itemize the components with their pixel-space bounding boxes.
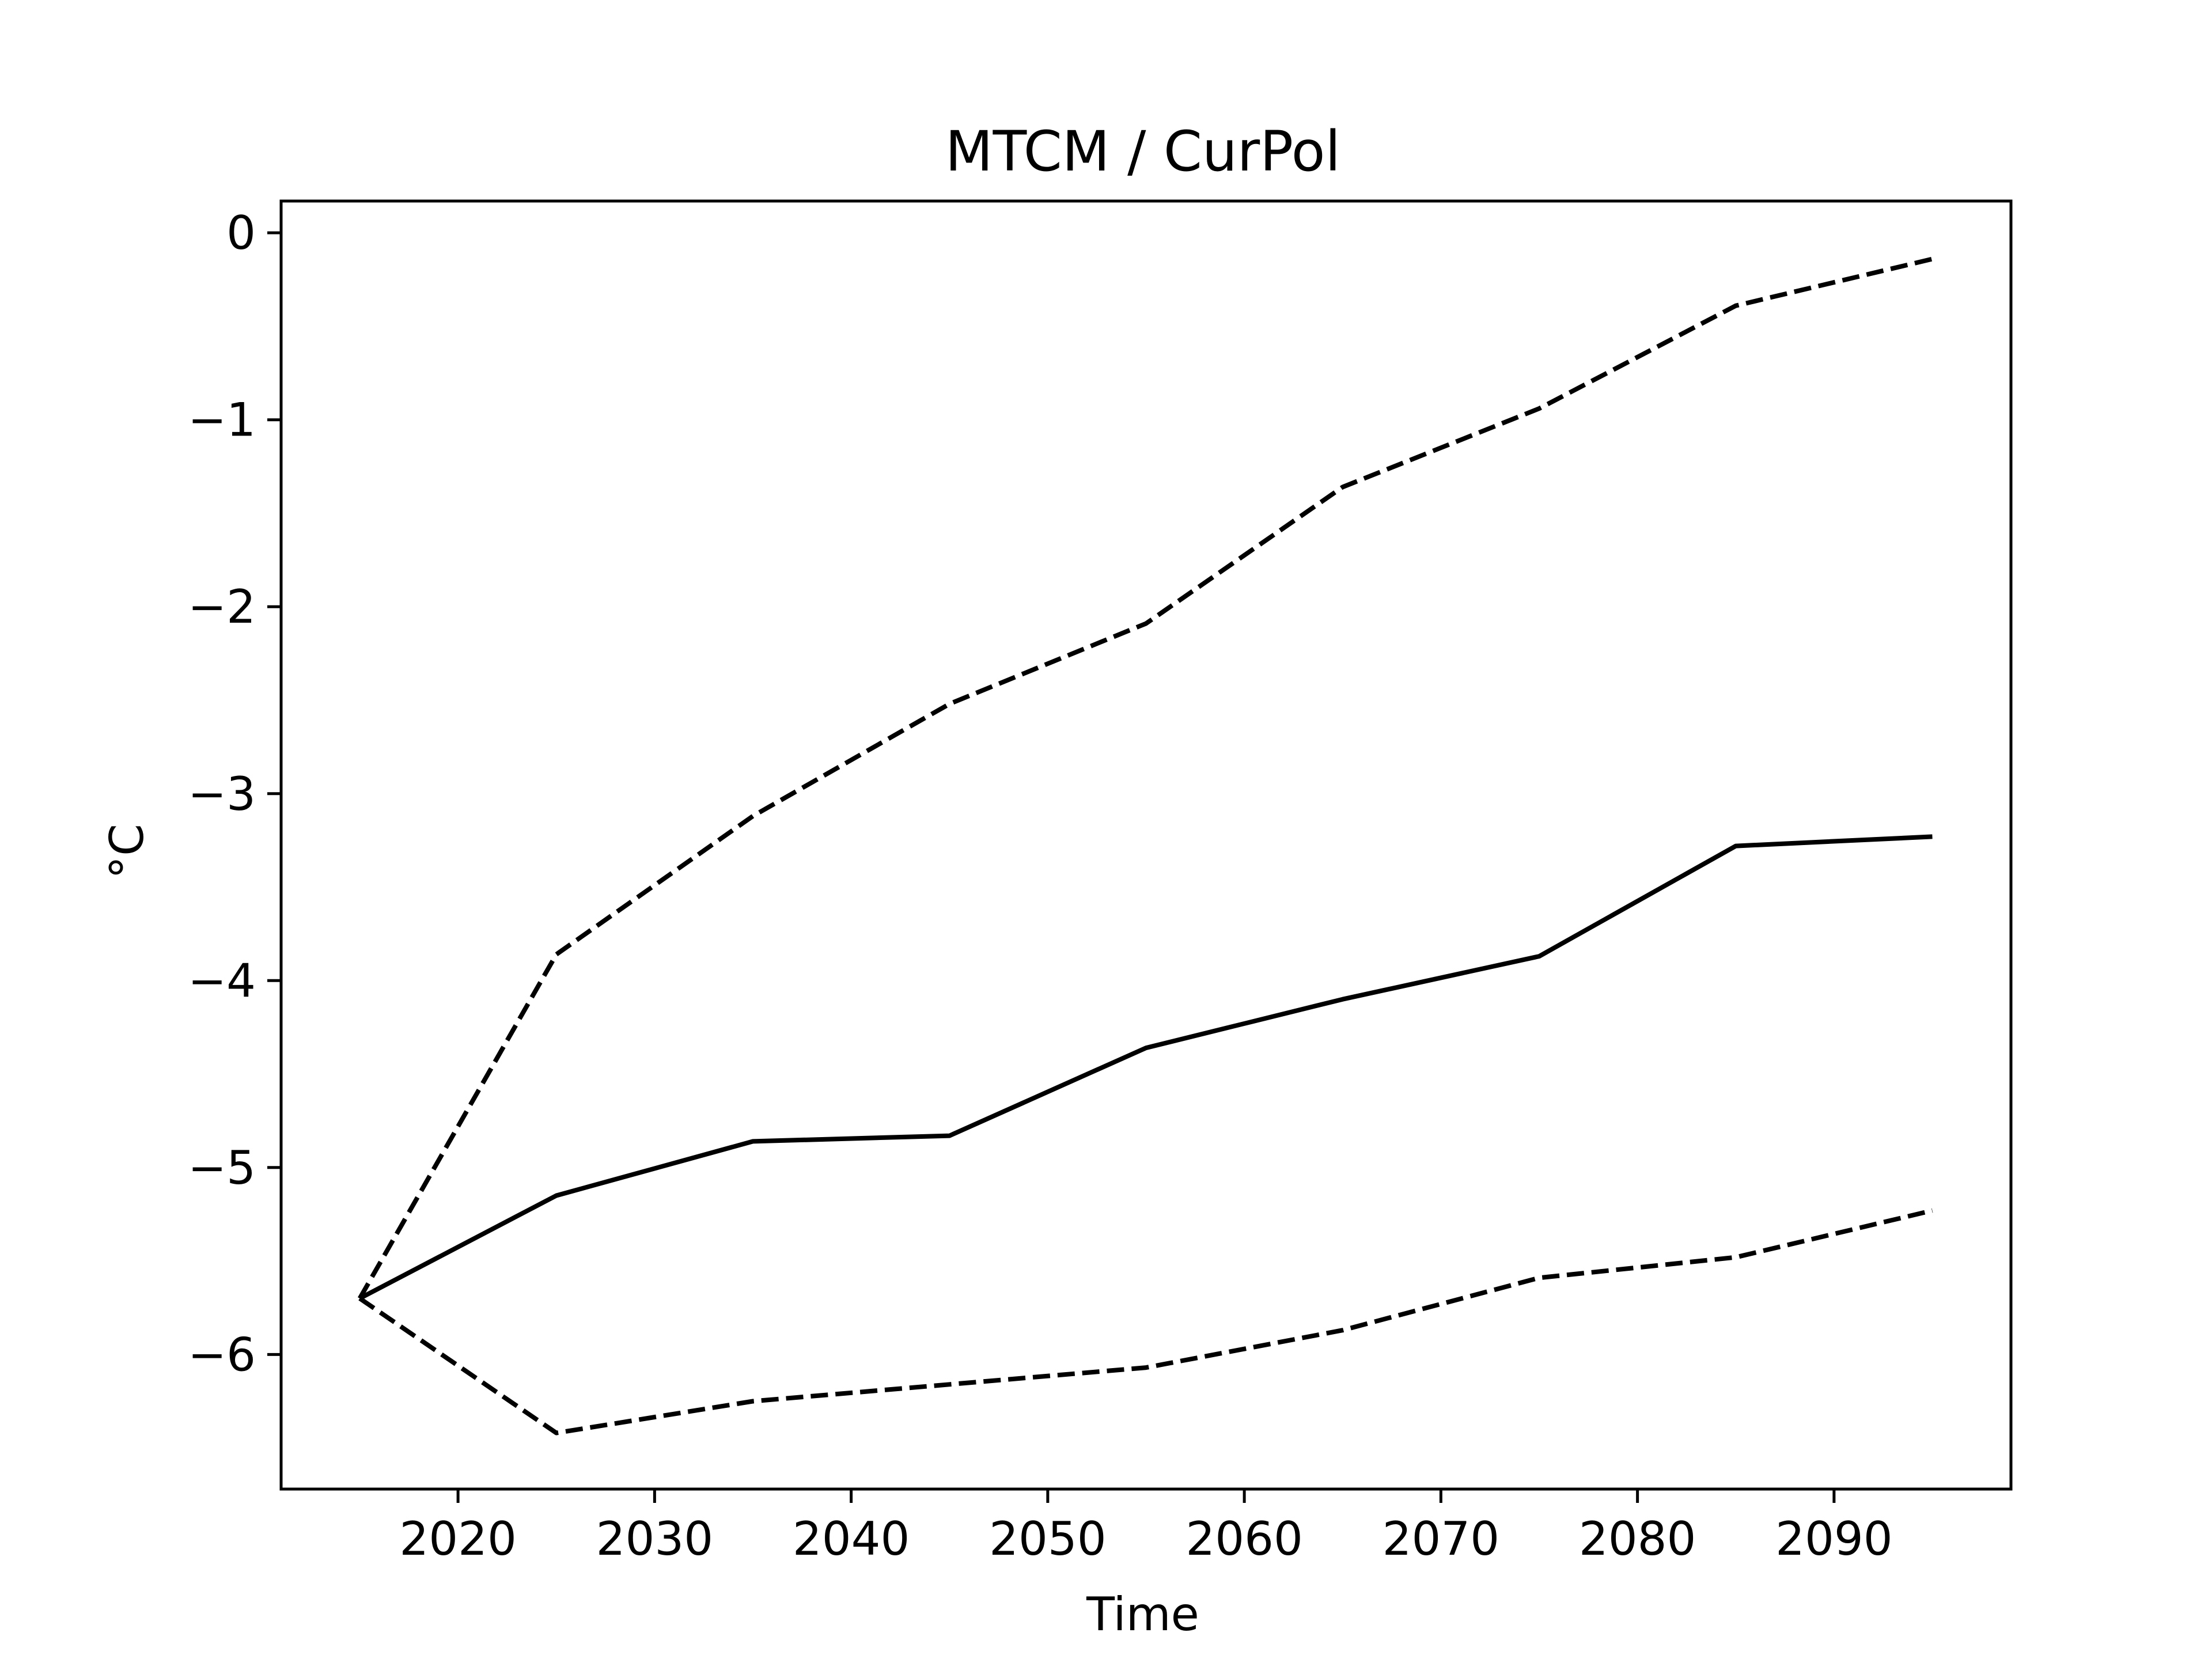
dashed-series-line [358,1208,1933,1435]
x-tick-label: 2040 [793,1512,910,1566]
y-tick-label: −3 [188,767,256,821]
x-tick-label: 2060 [1185,1512,1303,1566]
y-tick-label: −2 [188,580,256,634]
y-tick-label: −1 [188,393,256,447]
dashed-series-line [358,256,1933,1300]
x-tick-label: 2090 [1775,1512,1893,1566]
y-tick-label: −5 [188,1141,256,1195]
ticks-layer: 2020 2030 2040 2050 2060 2070 2080 2090 0 −1 −2 −3 −… [188,206,1893,1566]
y-axis-label: °C [100,824,154,879]
x-tick-label: 2030 [596,1512,714,1566]
y-tick-label: 0 [226,206,256,260]
x-tick-label: 2050 [989,1512,1107,1566]
chart-title: MTCM / CurPol [945,119,1340,184]
x-tick-label: 2020 [399,1512,517,1566]
series-layer [358,256,1933,1435]
x-tick-label: 2070 [1382,1512,1500,1566]
x-tick-label: 2080 [1579,1512,1696,1566]
plot-frame [279,199,2013,1491]
solid-series-line [358,834,1933,1301]
x-axis-label: Time [1086,1588,1199,1641]
y-tick-label: −6 [188,1328,256,1381]
y-tick-label: −4 [188,954,256,1007]
